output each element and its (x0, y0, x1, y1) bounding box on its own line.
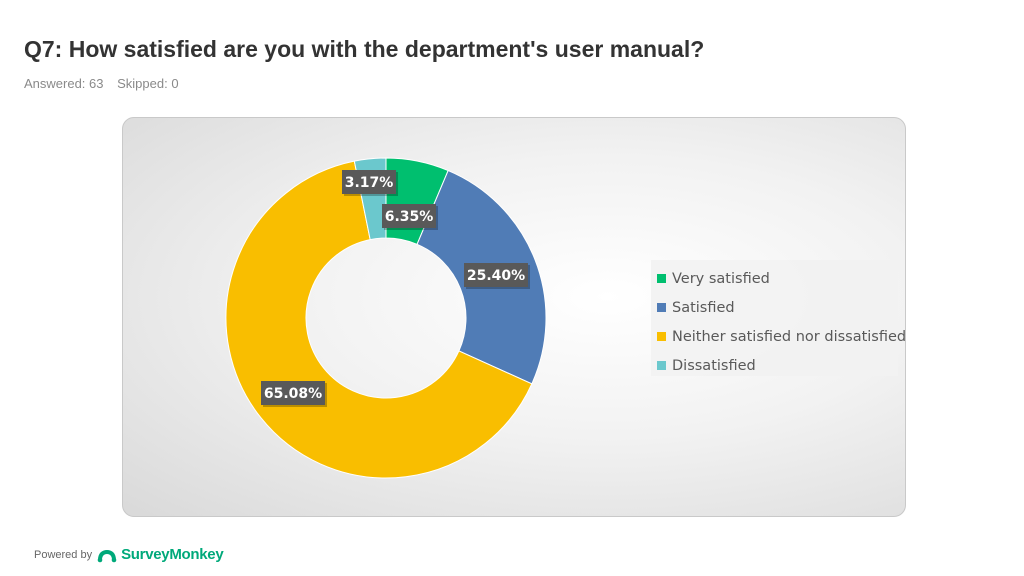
powered-by-label: Powered by (34, 548, 93, 561)
brand-name: SurveyMonkey (121, 546, 224, 563)
donut-chart: 6.35% 25.40% 65.08% 3.17% (225, 157, 547, 479)
legend-swatch (657, 332, 666, 341)
surveymonkey-logo-icon (97, 549, 117, 562)
chart-legend: Very satisfied Satisfied Neither satisfied… (651, 260, 905, 376)
legend-item: Satisfied (657, 293, 892, 322)
legend-swatch (657, 361, 666, 370)
svg-text:25.40%: 25.40% (467, 268, 525, 284)
data-label-4: 3.17% (342, 170, 398, 196)
svg-text:6.35%: 6.35% (385, 209, 434, 225)
legend-swatch (657, 274, 666, 283)
answered-count: Answered: 63 (24, 76, 104, 91)
legend-label: Neither satisfied nor dissatisfied (672, 328, 906, 345)
data-label-3: 65.08% (261, 381, 327, 407)
skipped-count: Skipped: 0 (117, 76, 179, 91)
legend-item: Dissatisfied (657, 351, 892, 380)
legend-item: Very satisfied (657, 264, 892, 293)
data-label-1: 6.35% (382, 204, 438, 230)
legend-label: Very satisfied (672, 270, 770, 287)
question-title: Q7: How satisfied are you with the depar… (24, 36, 705, 62)
footer: Powered by SurveyMonkey (34, 546, 224, 563)
svg-text:3.17%: 3.17% (345, 175, 394, 191)
legend-swatch (657, 303, 666, 312)
legend-label: Satisfied (672, 299, 735, 316)
chart-panel: 6.35% 25.40% 65.08% 3.17% Very satisfied Sat… (122, 117, 906, 517)
legend-item: Neither satisfied nor dissatisfied (657, 322, 905, 351)
legend-label: Dissatisfied (672, 357, 756, 374)
response-stats: Answered: 63 Skipped: 0 (24, 76, 189, 91)
svg-text:65.08%: 65.08% (264, 386, 322, 402)
data-label-2: 25.40% (464, 263, 530, 289)
